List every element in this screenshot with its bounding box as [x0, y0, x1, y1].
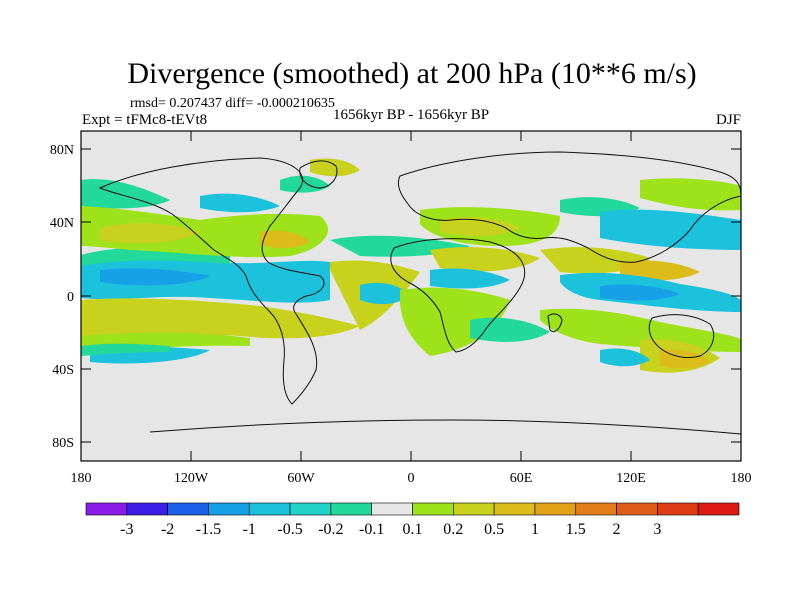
colorbar-tick-label: 0.2: [443, 521, 463, 538]
field-region: [540, 308, 741, 352]
field-region: [430, 247, 540, 272]
colorbar-swatch: [330, 502, 372, 516]
lon-label-60e: 60E: [510, 471, 533, 486]
colorbar-tick-label: -3: [120, 521, 133, 538]
colorbar-swatch: [697, 502, 740, 516]
colorbar-swatch: [575, 502, 617, 516]
field-region: [600, 348, 650, 367]
colorbar-swatch: [616, 502, 658, 516]
field-region: [600, 284, 680, 301]
field-region: [430, 268, 510, 289]
stats-label: rmsd= 0.207437 diff= -0.000210635: [130, 96, 335, 111]
colorbar: -3 -2 -1.5 -1 -0.5 -0.2 -0.1 0.1 0.2 0.5 1 1.5 2 3: [85, 502, 740, 538]
colorbar-swatch: [167, 502, 209, 516]
colorbar-tick-label: -1.5: [196, 521, 221, 538]
lat-label-40n: 40N: [50, 216, 74, 231]
lat-label-0: 0: [67, 290, 74, 305]
lon-label-180w: 180: [71, 471, 92, 486]
colorbar-tick-label: -0.1: [359, 521, 384, 538]
coastlines: [98, 151, 741, 435]
colorbar-tick-label: -0.5: [277, 521, 302, 538]
colorbar-swatch: [85, 502, 128, 516]
field-region: [640, 178, 741, 211]
colorbar-tick-label: -0.2: [318, 521, 343, 538]
field-region: [81, 298, 360, 339]
colorbar-swatch: [534, 502, 577, 516]
colorbar-swatch: [126, 502, 168, 516]
field-region: [100, 268, 210, 286]
lat-label-40s: 40S: [52, 363, 74, 378]
latitude-axis: 80N 40N 0 40S 80S: [50, 143, 741, 451]
lon-label-120e: 120E: [616, 471, 646, 486]
lat-label-80s: 80S: [52, 436, 74, 451]
field-region: [81, 255, 330, 303]
colorbar-swatch: [453, 502, 495, 516]
field-region: [360, 282, 410, 305]
field-region: [81, 343, 170, 356]
colorbar-tick-label: 2: [613, 521, 621, 538]
field-region: [660, 349, 710, 369]
lon-label-180e: 180: [731, 471, 752, 486]
longitude-axis: 180 120W 60W 0 60E 120E 180: [71, 131, 752, 486]
field-region: [260, 230, 310, 249]
colorbar-tick-label: 0.5: [484, 521, 504, 538]
season-label: DJF: [716, 112, 741, 128]
field-region: [200, 193, 280, 213]
colorbar-tick-label: 1.5: [566, 521, 586, 538]
colorbar-ticks: -3 -2 -1.5 -1 -0.5 -0.2 -0.1 0.1 0.2 0.5 1 1.5 2 3: [120, 521, 661, 538]
colorbar-swatch: [657, 502, 699, 516]
field-region: [600, 209, 741, 250]
colorbar-tick-label: 3: [653, 521, 661, 538]
colorbar-swatch: [371, 502, 413, 516]
colorbar-tick-label: 1: [531, 521, 539, 538]
colorbar-swatch: [412, 502, 454, 516]
lat-label-80n: 80N: [50, 143, 74, 158]
lon-label-0: 0: [408, 471, 415, 486]
experiment-label: Expt = tFMc8-tEVt8: [82, 112, 207, 128]
colorbar-tick-label: -2: [161, 521, 174, 538]
field-region: [440, 217, 520, 237]
field-region: [100, 223, 200, 244]
colorbar-swatch: [248, 502, 291, 516]
field-region: [620, 260, 700, 281]
colorbar-tick-label: 0.1: [403, 521, 423, 538]
colorbar-tick-label: -1: [243, 521, 256, 538]
lon-label-60w: 60W: [287, 471, 315, 486]
divergence-field: [81, 131, 741, 461]
field-region: [400, 287, 510, 356]
colorbar-swatch: [289, 502, 332, 516]
field-region: [310, 158, 360, 177]
colorbar-swatch: [208, 502, 250, 516]
period-label: 1656kyr BP - 1656kyr BP: [333, 107, 489, 123]
colorbar-swatches: [85, 502, 740, 516]
lon-label-120w: 120W: [174, 471, 209, 486]
figure-title: Divergence (smoothed) at 200 hPa (10**6 …: [127, 57, 696, 90]
colorbar-swatch: [493, 502, 536, 516]
